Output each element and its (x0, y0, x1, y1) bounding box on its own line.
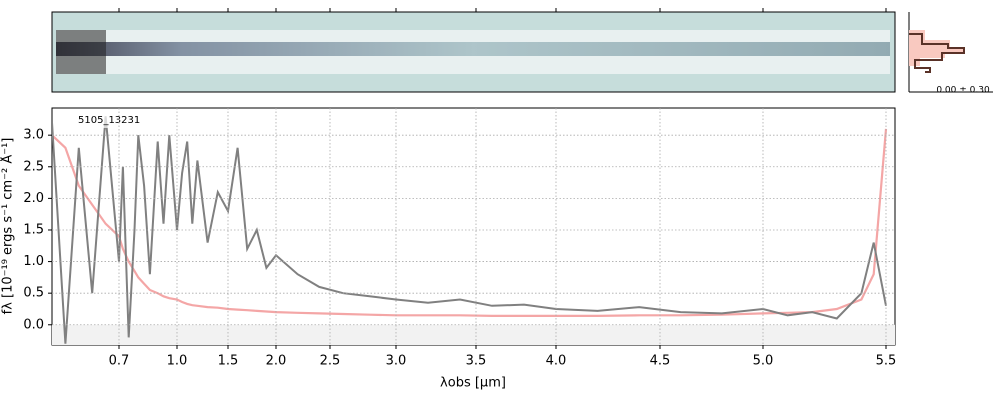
spectrum-2d-noise (56, 30, 106, 74)
y-tick-label: 1.0 (23, 254, 44, 269)
error-line (52, 128, 888, 317)
hist-line (909, 33, 965, 73)
x-tick-label: 4.5 (650, 354, 671, 369)
y-tick-label: 0.5 (23, 286, 44, 301)
spectrum-2d-core (56, 42, 890, 56)
y-tick-label: 2.0 (23, 191, 44, 206)
x-tick-label: 1.5 (218, 354, 239, 369)
x-tick-label: 1.0 (167, 354, 188, 369)
hist-annotation: 0.00 ± 0.30 (936, 86, 990, 96)
x-tick-label: 2.0 (266, 354, 287, 369)
x-tick-label: 3.0 (386, 354, 407, 369)
y-tick-label: 3.0 (23, 128, 44, 143)
zero-band (52, 324, 895, 345)
x-tick-label: 5.0 (753, 354, 774, 369)
label-box (72, 112, 150, 128)
y-tick-label: 0.0 (23, 317, 44, 332)
x-tick-label: 0.7 (109, 354, 130, 369)
object-label: 5105_13231 (78, 115, 140, 126)
x-tick-label: 4.0 (546, 354, 567, 369)
y-axis-label: fλ [10⁻¹⁹ ergs s⁻¹ cm⁻² Å⁻¹] (0, 138, 16, 315)
flux-line (52, 116, 887, 344)
x-tick-label: 5.5 (876, 354, 897, 369)
x-axis-label: λobs [μm] (440, 376, 506, 391)
y-tick-label: 2.5 (23, 159, 44, 174)
x-tick-label: 2.5 (320, 354, 341, 369)
y-tick-label: 1.5 (23, 222, 44, 237)
x-tick-label: 3.5 (466, 354, 487, 369)
